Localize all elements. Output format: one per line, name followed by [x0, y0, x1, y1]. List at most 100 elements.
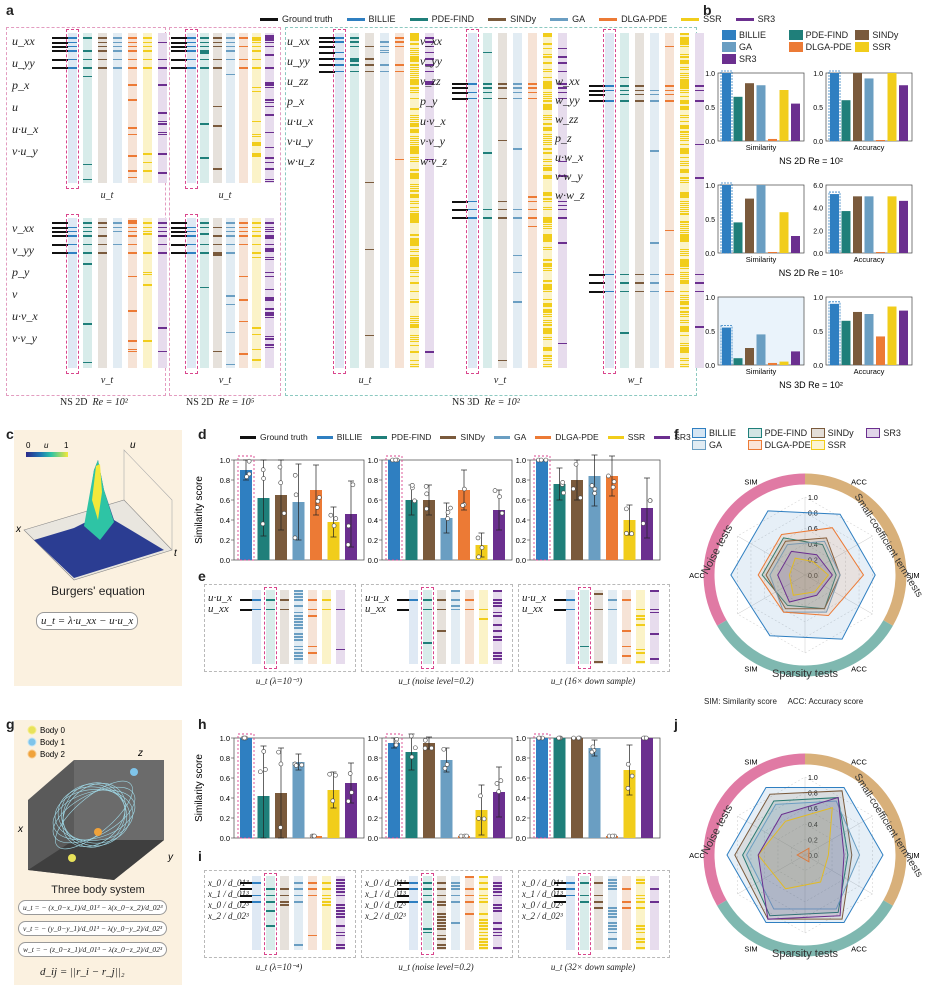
orbit-path: [54, 789, 134, 841]
coefficient-mark: [143, 37, 152, 39]
tick-label: 0.2: [516, 814, 526, 823]
ground-truth-mark: [52, 41, 70, 44]
term-label: w·v_z: [420, 154, 447, 168]
coefficient-mark: [543, 175, 552, 177]
ground-truth-mark: [52, 230, 70, 233]
coefficient-mark: [410, 271, 419, 274]
three-body-eq-2: v_t = − (y_0−y_1)/d_01³ − λ(y_0−y_2)/d_0…: [18, 921, 168, 936]
billie-highlight: [603, 29, 616, 374]
sample-point: [328, 512, 334, 518]
coefficient-mark: [543, 68, 552, 71]
sample-point: [409, 754, 415, 760]
coefficient-mark: [226, 230, 235, 233]
legend-label: GA: [709, 440, 723, 450]
coefficient-mark: [68, 37, 77, 39]
ground-truth-mark: [319, 41, 337, 44]
coefficient-mark: [410, 248, 419, 251]
tick-label: 0.2: [220, 814, 230, 823]
axis-z-label: z: [137, 748, 143, 759]
coefficient-mark: [213, 41, 222, 44]
sample-point: [498, 778, 504, 784]
legend-a: Ground truth BILLIE PDE-FIND SINDy GA DLGA-PD…: [260, 14, 775, 24]
bar-pde-find: [405, 752, 418, 838]
coefficient-mark: [635, 100, 644, 102]
ground-truth-mark: [452, 91, 470, 94]
coefficient-mark: [451, 605, 460, 608]
coefficient-mark: [308, 894, 317, 897]
legend-item-ga: GA: [550, 14, 585, 24]
coefficient-mark: [239, 230, 248, 233]
billie-highlight: [264, 873, 277, 955]
radar-series-dlga-pde: [796, 847, 810, 863]
coefficient-mark: [566, 608, 575, 611]
coefficient-mark: [680, 347, 689, 349]
coefficient-mark: [479, 897, 488, 900]
sample-point: [409, 482, 415, 488]
coefficient-mark: [695, 282, 704, 284]
tick-label: 1.0: [813, 71, 823, 78]
coefficient-mark: [483, 51, 492, 54]
coefficient-mark: [410, 152, 419, 154]
ground-truth-mark: [171, 226, 189, 229]
coefficient-mark: [336, 931, 345, 934]
coefficient-mark: [265, 54, 274, 56]
coefficient-mark: [280, 900, 289, 903]
coefficient-mark: [608, 937, 617, 940]
coefficient-mark: [566, 894, 575, 897]
coefficient-mark: [650, 900, 659, 903]
caption-ns3d-v: v_t: [493, 375, 507, 386]
coefficient-mark: [498, 217, 507, 219]
coefficient-mark: [493, 590, 502, 592]
coefficient-mark: [113, 41, 122, 44]
coefficient-mark: [543, 357, 552, 360]
tick-label: 0.0: [813, 363, 823, 370]
coefficient-mark: [158, 153, 167, 155]
coefficient-mark: [680, 330, 689, 332]
coefficient-mark: [128, 50, 137, 52]
radar-spoke: [804, 815, 873, 856]
coefficient-mark: [423, 900, 432, 903]
x-axis-label: Accuracy: [854, 255, 885, 264]
coefficient-mark: [493, 946, 502, 949]
bar-pde-find: [733, 96, 743, 141]
coefficient-mark: [265, 308, 274, 310]
label-ns3d: NS 3D Re = 10²: [452, 397, 520, 408]
coefficient-mark: [665, 89, 674, 92]
coefficient-mark: [543, 227, 552, 230]
method-column: [650, 590, 659, 664]
ns2d-re105-box: [169, 27, 281, 396]
coefficient-mark: [252, 599, 261, 602]
coefficient-mark: [479, 928, 488, 931]
coefficient-mark: [83, 67, 92, 69]
term-label: x_1 / d_01³: [365, 889, 406, 899]
coefficient-mark: [558, 175, 567, 177]
row-label: NS 2D Re = 10⁵: [779, 268, 844, 278]
legend-item-pde-find: PDE-FIND: [747, 428, 811, 438]
radar-series-billie: [730, 510, 876, 640]
coefficient-mark: [543, 267, 552, 269]
radar-arc: [804, 753, 907, 906]
term-label: u·v_x: [12, 309, 38, 323]
legend-label: Ground truth: [282, 14, 333, 24]
coefficient-mark: [680, 68, 689, 71]
coefficient-mark: [335, 37, 344, 39]
coefficient-mark: [128, 235, 137, 237]
sample-point: [571, 486, 576, 492]
legend-item-sindy: SINDy: [810, 428, 867, 438]
legend-item-billie: BILLIE: [316, 432, 362, 442]
ground-truth-mark: [554, 888, 566, 891]
coefficient-mark: [158, 235, 167, 237]
coefficient-mark: [680, 206, 689, 209]
bar-ssr: [327, 790, 340, 838]
legend-swatch: [855, 30, 870, 40]
sample-point: [423, 738, 428, 743]
sample-point: [278, 480, 283, 486]
sample-point: [643, 735, 649, 741]
legend-item-sindy: SINDy: [855, 30, 922, 40]
coefficient-mark: [498, 200, 507, 202]
coefficient-mark: [543, 298, 552, 301]
coefficient-mark: [187, 58, 196, 61]
coefficient-mark: [322, 882, 331, 884]
coefficient-mark: [680, 334, 689, 336]
coefficient-mark: [336, 608, 345, 611]
